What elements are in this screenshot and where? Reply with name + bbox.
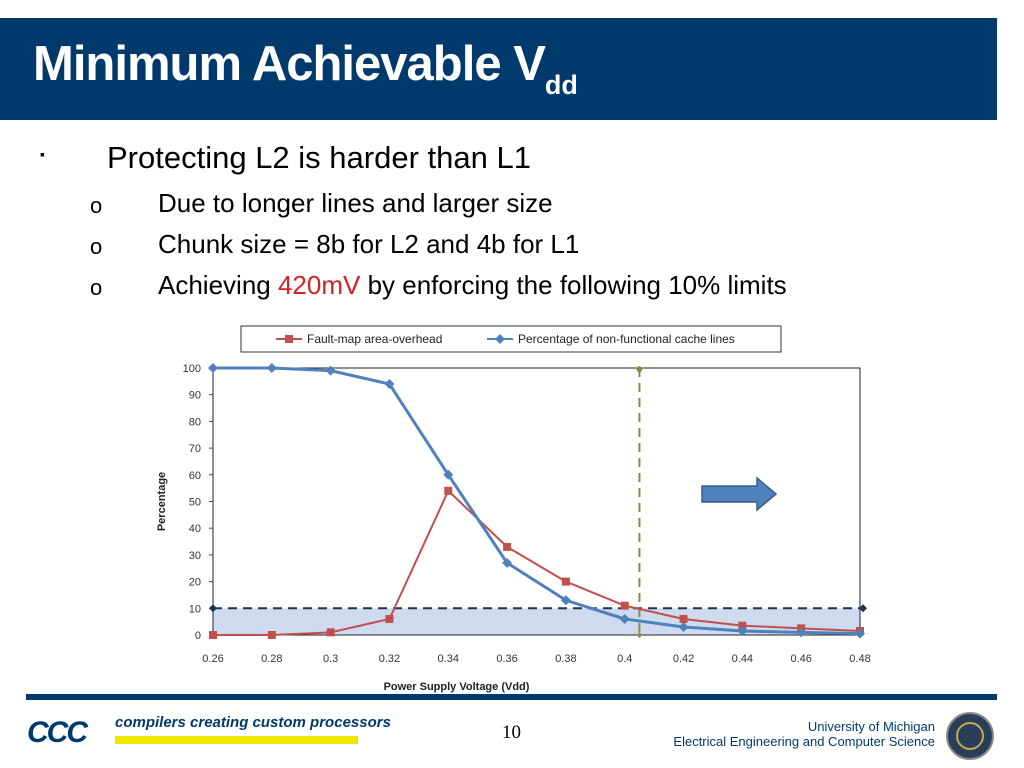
data-point-s2 [737,625,748,636]
data-point-s1 [561,577,570,586]
data-point-s2 [502,557,513,568]
sub-bullet-1: Due to longer lines and larger size [158,188,553,218]
x-tick-label: 0.34 [438,653,459,665]
x-tick-label: 0.48 [849,653,870,665]
vdd-marker-bottom [636,632,643,638]
voltage-chart: 0 10 20 30 40 50 60 70 80 90 100 0.26 0.28 0.3 0.32 0.3… [156,325,871,693]
sub-bullet-marker: o [90,234,103,259]
legend-marker-2 [495,334,505,344]
x-tick-label: 0.4 [617,653,632,665]
university-name: University of Michigan [807,719,935,734]
x-axis-label: Power Supply Voltage (Vdd) [384,681,530,693]
sub-bullet-marker: o [90,193,103,218]
legend-label-1: Fault-map area-overhead [307,332,442,346]
data-point-s2 [208,363,218,373]
x-tick-label: 0.46 [790,653,811,665]
y-tick-label: 100 [183,363,201,375]
page-number: 10 [502,722,521,743]
data-point-s2 [443,469,454,480]
university-seal-inner [956,722,984,750]
y-tick-label: 60 [189,470,201,482]
department-name: Electrical Engineering and Computer Scie… [673,734,935,749]
data-point-s1 [503,542,512,551]
highlight-420mv: 420mV [277,270,361,300]
threshold-marker [859,604,867,613]
y-tick-label: 0 [195,630,201,642]
slide-title: Minimum Achievable Vdd [33,37,578,100]
ccc-tagline: compilers creating custom processors [115,714,391,731]
sub-bullet-3: Achieving 420mV by enforcing the followi… [158,270,787,300]
y-tick-label: 30 [189,550,201,562]
data-point-s1 [267,631,276,639]
right-arrow-icon [701,476,778,512]
x-tick-label: 0.3 [323,653,338,665]
x-tick-label: 0.38 [555,653,576,665]
data-point-s2 [560,595,571,606]
title-subscript: dd [544,70,578,100]
y-tick-label: 70 [189,443,201,455]
y-tick-label: 40 [189,523,201,535]
data-point-s1 [444,486,453,495]
y-tick-label: 10 [189,603,201,615]
x-tick-label: 0.44 [732,653,753,665]
bullet-square-icon: ▪ [40,146,45,162]
y-axis-label: Percentage [156,472,168,531]
threshold-marker [209,604,217,613]
sub-bullet-2: Chunk size = 8b for L2 and 4b for L1 [158,229,580,259]
data-point-s2 [325,365,336,376]
data-point-s2 [384,379,395,390]
series-line-2 [213,366,861,636]
y-tick-label: 80 [189,416,201,428]
legend-label-2: Percentage of non-functional cache lines [518,332,735,346]
data-point-s2 [678,621,689,632]
y-tick-label: 20 [189,577,201,589]
data-point-s1 [385,614,394,623]
data-point-s1 [679,614,688,623]
y-tick-label: 90 [189,390,201,402]
ccc-logo: CCC [27,716,88,749]
x-tick-label: 0.36 [496,653,517,665]
legend-marker-1 [285,335,293,343]
data-point-s1 [620,601,629,610]
sub-bullet-marker: o [90,275,103,300]
data-point-s1 [738,621,747,630]
ccc-tagline-underline [115,736,358,744]
x-tick-label: 0.42 [673,653,694,665]
bullet-1: Protecting L2 is harder than L1 [107,140,531,175]
data-point-s2 [855,628,865,639]
series-line-1 [213,489,861,636]
vdd-marker-top [635,366,644,374]
y-tick-label: 50 [189,497,201,509]
data-point-s2 [619,613,630,624]
x-tick-label: 0.32 [379,653,400,665]
data-point-s2 [796,627,807,638]
x-tick-label: 0.26 [202,653,223,665]
footer-divider [26,694,997,700]
x-tick-label: 0.28 [261,653,282,665]
data-point-s1 [326,628,335,637]
data-point-s1 [209,631,217,639]
data-point-s2 [266,363,277,373]
title-bar [0,18,997,120]
